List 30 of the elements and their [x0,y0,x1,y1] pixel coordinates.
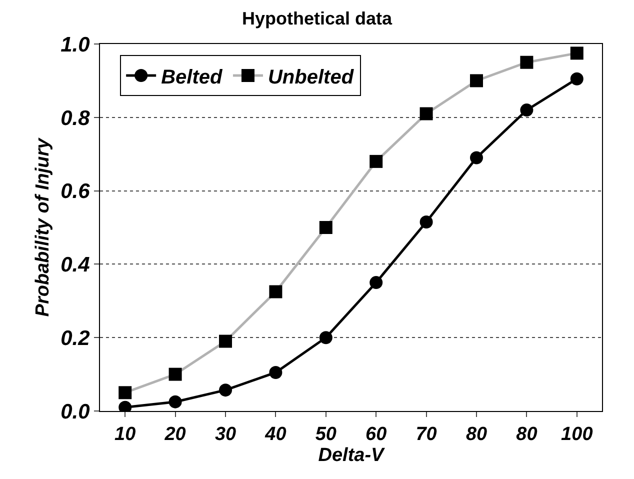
x-tick-label: 40 [264,424,287,445]
x-tick-label: 30 [214,424,236,445]
x-tick-label: 100 [561,424,594,445]
y-tick-label: 0.8 [60,106,90,130]
chart-title: Hypothetical data [242,8,394,29]
y-tick-label: 0.0 [60,400,90,424]
point [219,384,232,397]
x-tick-label: 60 [366,424,388,445]
y-tick-label: 0.6 [60,180,90,204]
point [420,216,433,228]
x-tick-label: 50 [315,424,337,445]
legend-label: Belted [161,66,223,88]
x-tick-label: 70 [416,424,438,445]
point [470,151,483,164]
x-tick-label: 10 [114,424,136,445]
y-tick-label: 1.0 [60,33,90,56]
legend-label: Unbelted [268,66,354,88]
y-tick-label: 0.4 [60,254,90,277]
y-axis-title: Probability of Injury [32,136,54,317]
x-axis-title: Delta-V [318,444,386,466]
point [319,331,332,344]
point [570,72,584,86]
x-tick-label: 80 [466,424,488,445]
x-tick-label: 80 [516,424,538,445]
point [520,104,534,117]
point [370,276,383,290]
point [168,395,182,408]
point [269,366,282,379]
x-tick-label: 20 [164,424,186,445]
y-tick-label: 0.2 [60,326,90,350]
